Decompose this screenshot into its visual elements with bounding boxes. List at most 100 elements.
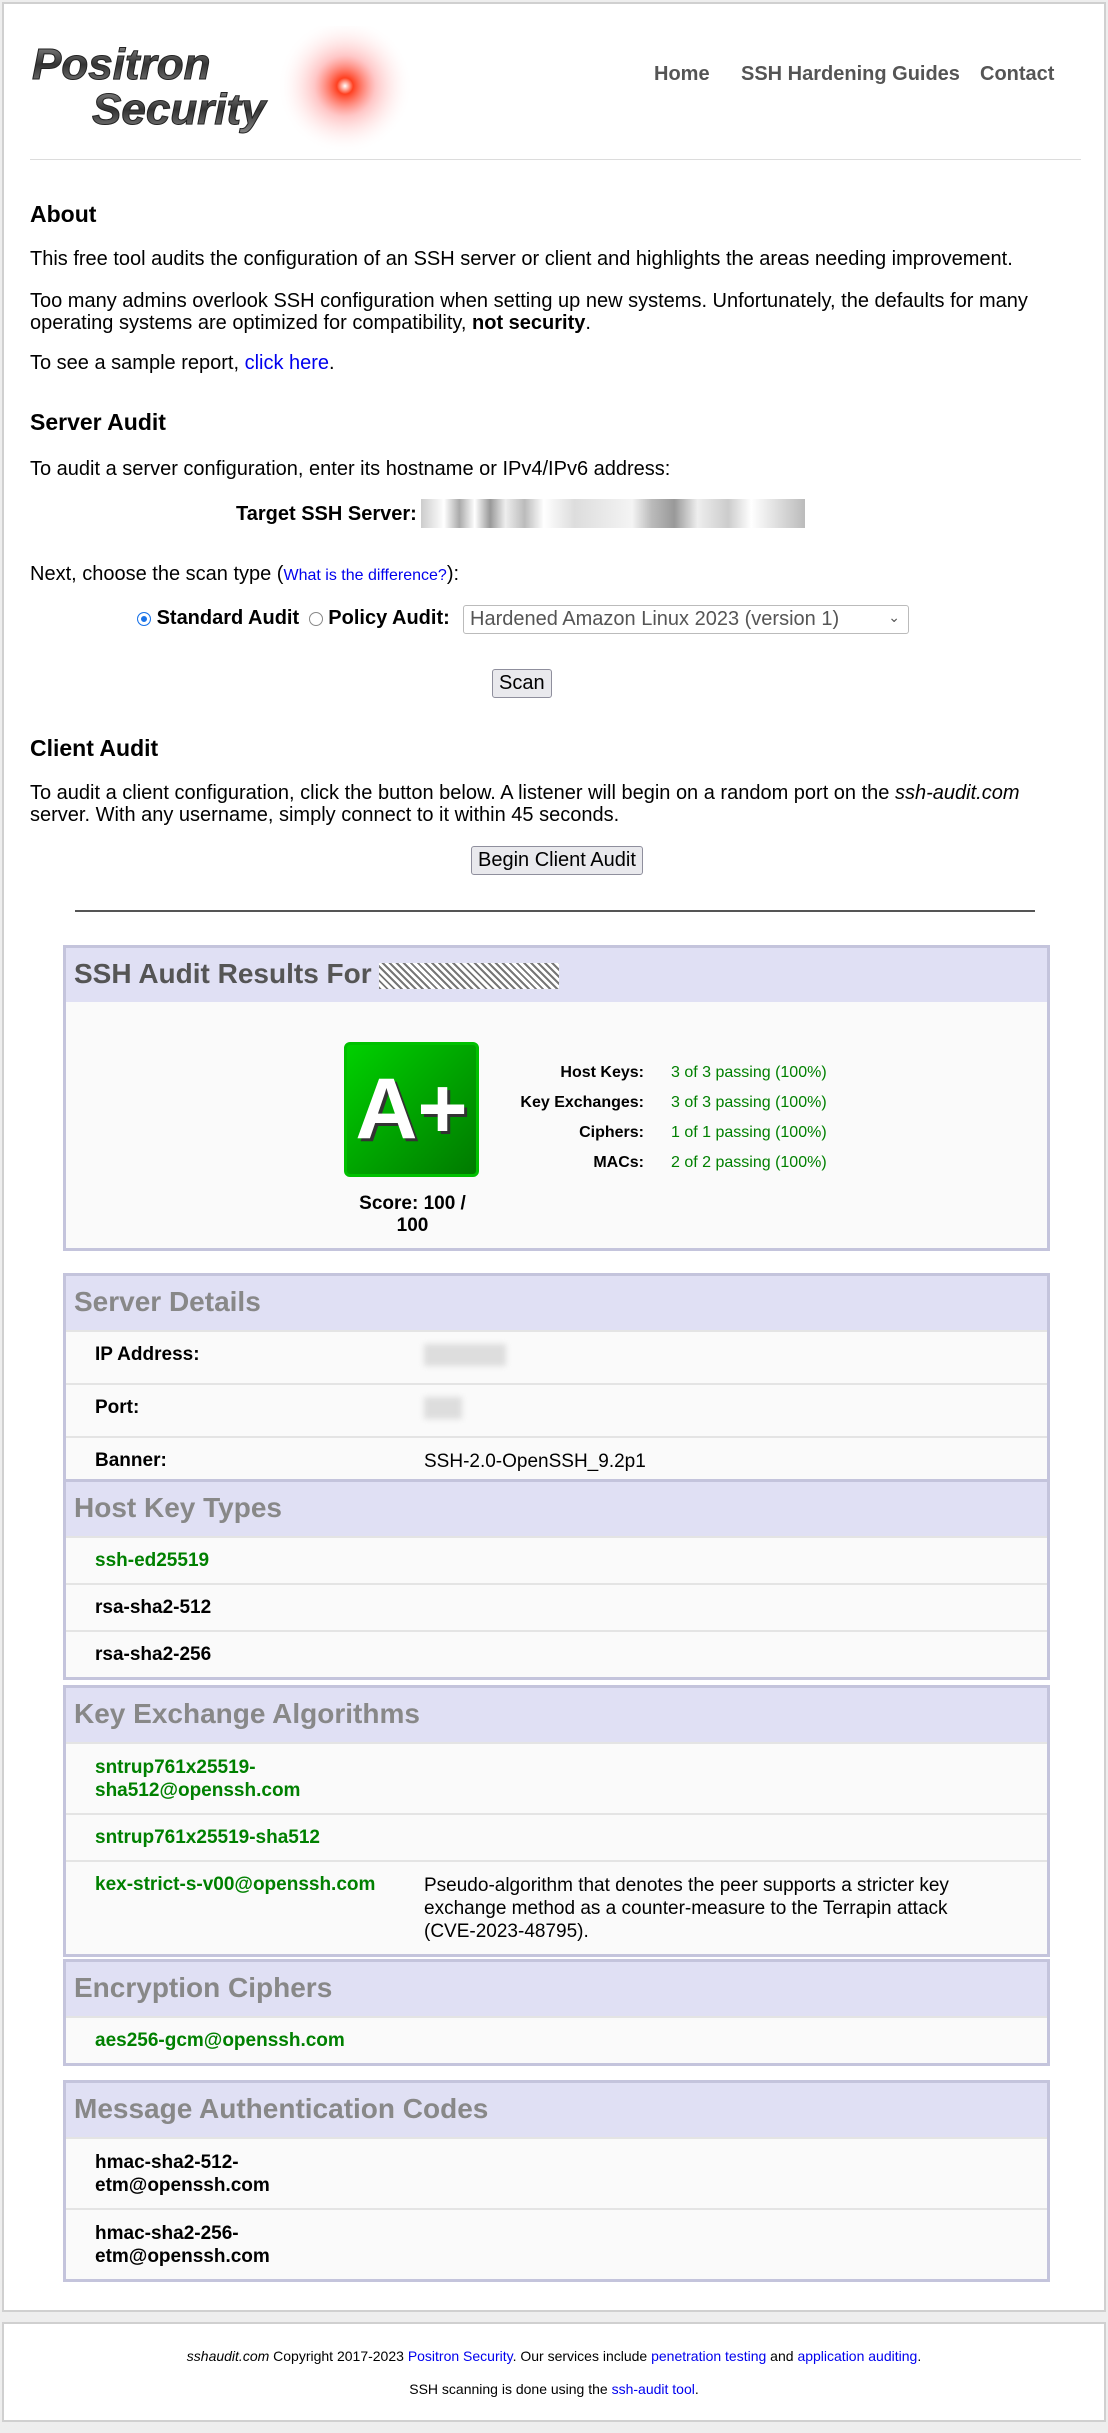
results-divider: [75, 910, 1035, 912]
footer-scanning-text: SSH scanning is done using the: [409, 2381, 612, 2397]
stat-value: 3 of 3 passing (100%): [671, 1064, 827, 1081]
table-row: IP Address:: [66, 1330, 1047, 1383]
footer: sshaudit.com Copyright 2017-2023 Positro…: [2, 2322, 1106, 2422]
encryption-ciphers-box: Encryption Ciphers aes256-gcm@openssh.co…: [63, 1959, 1050, 2066]
main-panel: Positron Security Home SSH Hardening Gui…: [2, 2, 1106, 2312]
list-item: hmac-sha2-256-etm@openssh.com: [66, 2208, 1047, 2279]
about-text-2a: Too many admins overlook SSH configurati…: [30, 290, 1028, 334]
sample-report-suffix: .: [329, 352, 335, 374]
algorithm-name: rsa-sha2-512: [95, 1597, 212, 1618]
footer-and: and: [766, 2348, 798, 2364]
footer-services: . Our services include: [512, 2348, 652, 2364]
table-row: Port:: [66, 1383, 1047, 1436]
scan-button[interactable]: Scan: [492, 669, 552, 698]
client-audit-text: To audit a client configuration, click t…: [30, 782, 1080, 826]
list-item: aes256-gcm@openssh.com: [66, 2016, 1047, 2063]
audit-results-box: SSH Audit Results For A+ Score: 100 / 10…: [63, 945, 1050, 1251]
ssh-audit-tool-link[interactable]: ssh-audit tool: [611, 2381, 695, 2397]
about-text-1: This free tool audits the configuration …: [30, 248, 1013, 270]
nav-home[interactable]: Home: [654, 63, 710, 85]
row-label: Port:: [95, 1397, 140, 1418]
algorithm-name: sntrup761x25519-sha512@openssh.com: [95, 1757, 301, 1801]
algorithm-name: hmac-sha2-256-etm@openssh.com: [95, 2223, 270, 2267]
port-value: [424, 1397, 1047, 1425]
svg-text:Positron: Positron: [32, 40, 210, 89]
list-item: hmac-sha2-512-etm@openssh.com: [66, 2137, 1047, 2208]
macs-header: Message Authentication Codes: [66, 2083, 1047, 2137]
algorithm-name: sntrup761x25519-sha512: [95, 1827, 320, 1848]
nav-contact[interactable]: Contact: [980, 63, 1055, 85]
stat-label: MACs:: [593, 1154, 644, 1171]
policy-select[interactable]: Hardened Amazon Linux 2023 (version 1) ⌄: [463, 605, 909, 634]
stat-label: Key Exchanges:: [520, 1094, 644, 1111]
svg-text:Security: Security: [92, 85, 268, 134]
footer-site: sshaudit.com: [186, 2348, 270, 2364]
scan-type-options: Standard Audit Policy Audit:: [137, 607, 450, 630]
positron-security-link[interactable]: Positron Security: [407, 2348, 513, 2364]
target-server-input[interactable]: [421, 499, 805, 528]
list-item: sntrup761x25519-sha512@openssh.com: [66, 1742, 1047, 1813]
penetration-testing-link[interactable]: penetration testing: [651, 2348, 767, 2364]
list-item: sntrup761x25519-sha512: [66, 1813, 1047, 1860]
sample-report-prefix: To see a sample report,: [30, 352, 245, 374]
server-details-box: Server Details IP Address: Port: Banner:…: [63, 1273, 1050, 1487]
scan-type-difference-link[interactable]: What is the difference?: [283, 567, 447, 584]
encryption-ciphers-header: Encryption Ciphers: [66, 1962, 1047, 2016]
key-exchange-box: Key Exchange Algorithms sntrup761x25519-…: [63, 1685, 1050, 1957]
standard-audit-radio[interactable]: [137, 611, 151, 626]
row-label: Banner:: [95, 1450, 167, 1471]
stat-value: 1 of 1 passing (100%): [671, 1124, 827, 1141]
host-key-types-header: Host Key Types: [66, 1482, 1047, 1536]
begin-client-audit-button[interactable]: Begin Client Audit: [471, 846, 643, 875]
footer-scanning: SSH scanning is done using the ssh-audit…: [4, 2381, 1104, 2397]
algorithm-name: kex-strict-s-v00@openssh.com: [95, 1874, 376, 1895]
algorithm-name: aes256-gcm@openssh.com: [95, 2030, 345, 2051]
about-text-2c: .: [585, 312, 591, 334]
key-exchange-header: Key Exchange Algorithms: [66, 1688, 1047, 1742]
stat-value: 2 of 2 passing (100%): [671, 1154, 827, 1171]
client-audit-heading: Client Audit: [30, 735, 159, 761]
banner-value: SSH-2.0-OpenSSH_9.2p1: [424, 1451, 646, 1472]
row-label: IP Address:: [95, 1344, 200, 1365]
server-details-header: Server Details: [66, 1276, 1047, 1330]
sample-report-text: To see a sample report, click here.: [30, 352, 335, 375]
grade-badge: A+: [344, 1042, 479, 1177]
scan-type-suffix: ):: [446, 563, 460, 585]
table-row: Banner: SSH-2.0-OpenSSH_9.2p1: [66, 1436, 1047, 1484]
stat-label: Ciphers:: [579, 1124, 644, 1141]
header-divider: [30, 159, 1081, 160]
client-audit-text-c: server. With any username, simply connec…: [30, 804, 620, 826]
audit-results-title: SSH Audit Results For: [74, 958, 372, 989]
about-text-2: Too many admins overlook SSH configurati…: [30, 290, 1070, 334]
positron-security-logo[interactable]: Positron Security: [30, 26, 430, 156]
standard-audit-label[interactable]: Standard Audit: [156, 607, 300, 629]
footer-copyright: sshaudit.com Copyright 2017-2023 Positro…: [4, 2348, 1104, 2364]
server-audit-intro: To audit a server configuration, enter i…: [30, 458, 671, 480]
list-item: kex-strict-s-v00@openssh.com Pseudo-algor…: [66, 1860, 1047, 1954]
algorithm-description: Pseudo-algorithm that denotes the peer s…: [424, 1875, 949, 1942]
algorithm-name: hmac-sha2-512-etm@openssh.com: [95, 2152, 270, 2196]
list-item: rsa-sha2-256: [66, 1630, 1047, 1677]
stat-value: 3 of 3 passing (100%): [671, 1094, 827, 1111]
sample-report-link[interactable]: click here: [244, 352, 330, 374]
list-item: rsa-sha2-512: [66, 1583, 1047, 1630]
macs-box: Message Authentication Codes hmac-sha2-5…: [63, 2080, 1050, 2282]
policy-audit-radio[interactable]: [308, 611, 323, 626]
list-item: ssh-ed25519: [66, 1536, 1047, 1583]
algorithm-name: ssh-ed25519: [95, 1550, 210, 1571]
application-auditing-link[interactable]: application auditing: [797, 2348, 918, 2364]
footer-copy: Copyright 2017-2023: [269, 2348, 408, 2364]
server-audit-heading: Server Audit: [30, 409, 166, 435]
nav-ssh-hardening-guides[interactable]: SSH Hardening Guides: [741, 63, 960, 85]
policy-audit-label[interactable]: Policy Audit:: [328, 607, 450, 629]
stat-label: Host Keys:: [560, 1064, 644, 1081]
redacted-hostname: [379, 962, 560, 989]
footer-end: .: [917, 2348, 922, 2364]
about-text-2b: not security: [472, 312, 586, 334]
audit-results-header: SSH Audit Results For: [66, 948, 1047, 1002]
score-text: Score: 100 / 100: [359, 1193, 466, 1236]
scan-type-prefix: Next, choose the scan type (: [30, 563, 284, 585]
host-key-types-box: Host Key Types ssh-ed25519 rsa-sha2-512 …: [63, 1479, 1050, 1680]
client-audit-host: ssh-audit.com: [894, 782, 1020, 804]
footer-scanning-end: .: [694, 2381, 699, 2397]
